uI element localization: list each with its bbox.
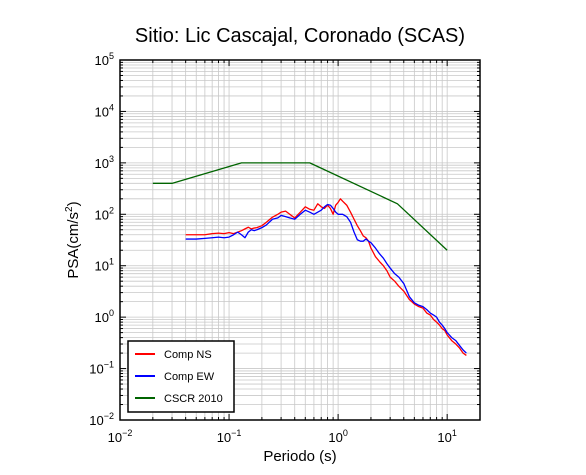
x-tick-label: 10−2 [108,428,133,445]
x-tick-label: 100 [328,428,347,445]
x-tick-labels: 10−2 10−1 100 101 [108,428,457,445]
x-tick-label: 101 [437,428,456,445]
y-tick-label: 10−2 [89,411,114,428]
y-tick-labels: 10−2 10−1 100 101 102 103 104 105 [89,51,114,428]
series-line-comp-ns [185,198,467,356]
data-series [152,162,467,356]
y-tick-label: 103 [95,154,114,171]
series-line-comp-ew [185,203,467,354]
legend-label-comp-ew: Comp EW [164,371,215,383]
y-tick-label: 105 [95,51,114,68]
legend-label-cscr-2010: CSCR 2010 [164,393,223,405]
chart-title: Sitio: Lic Cascajal, Coronado (SCAS) [135,25,465,47]
axis-ticks [119,60,481,421]
x-tick-label: 10−1 [217,428,242,445]
y-tick-label: 101 [95,257,114,274]
y-tick-label: 10−1 [89,360,114,377]
y-tick-label: 104 [95,102,114,119]
plot-frame [119,59,481,421]
legend: Comp NS Comp EW CSCR 2010 [127,340,235,413]
y-axis-label: PSA(cm/s2) [64,201,82,278]
y-tick-label: 102 [95,205,114,222]
y-tick-label: 100 [95,308,114,325]
y-axis-label-close: ) [65,201,82,206]
x-axis-label: Periodo (s) [263,448,336,465]
series-line-cscr-2010 [152,162,448,251]
legend-label-comp-ns: Comp NS [164,349,212,361]
y-axis-label-main: PSA(cm/s [65,212,82,279]
y-axis-label-sup: 2 [64,206,75,212]
